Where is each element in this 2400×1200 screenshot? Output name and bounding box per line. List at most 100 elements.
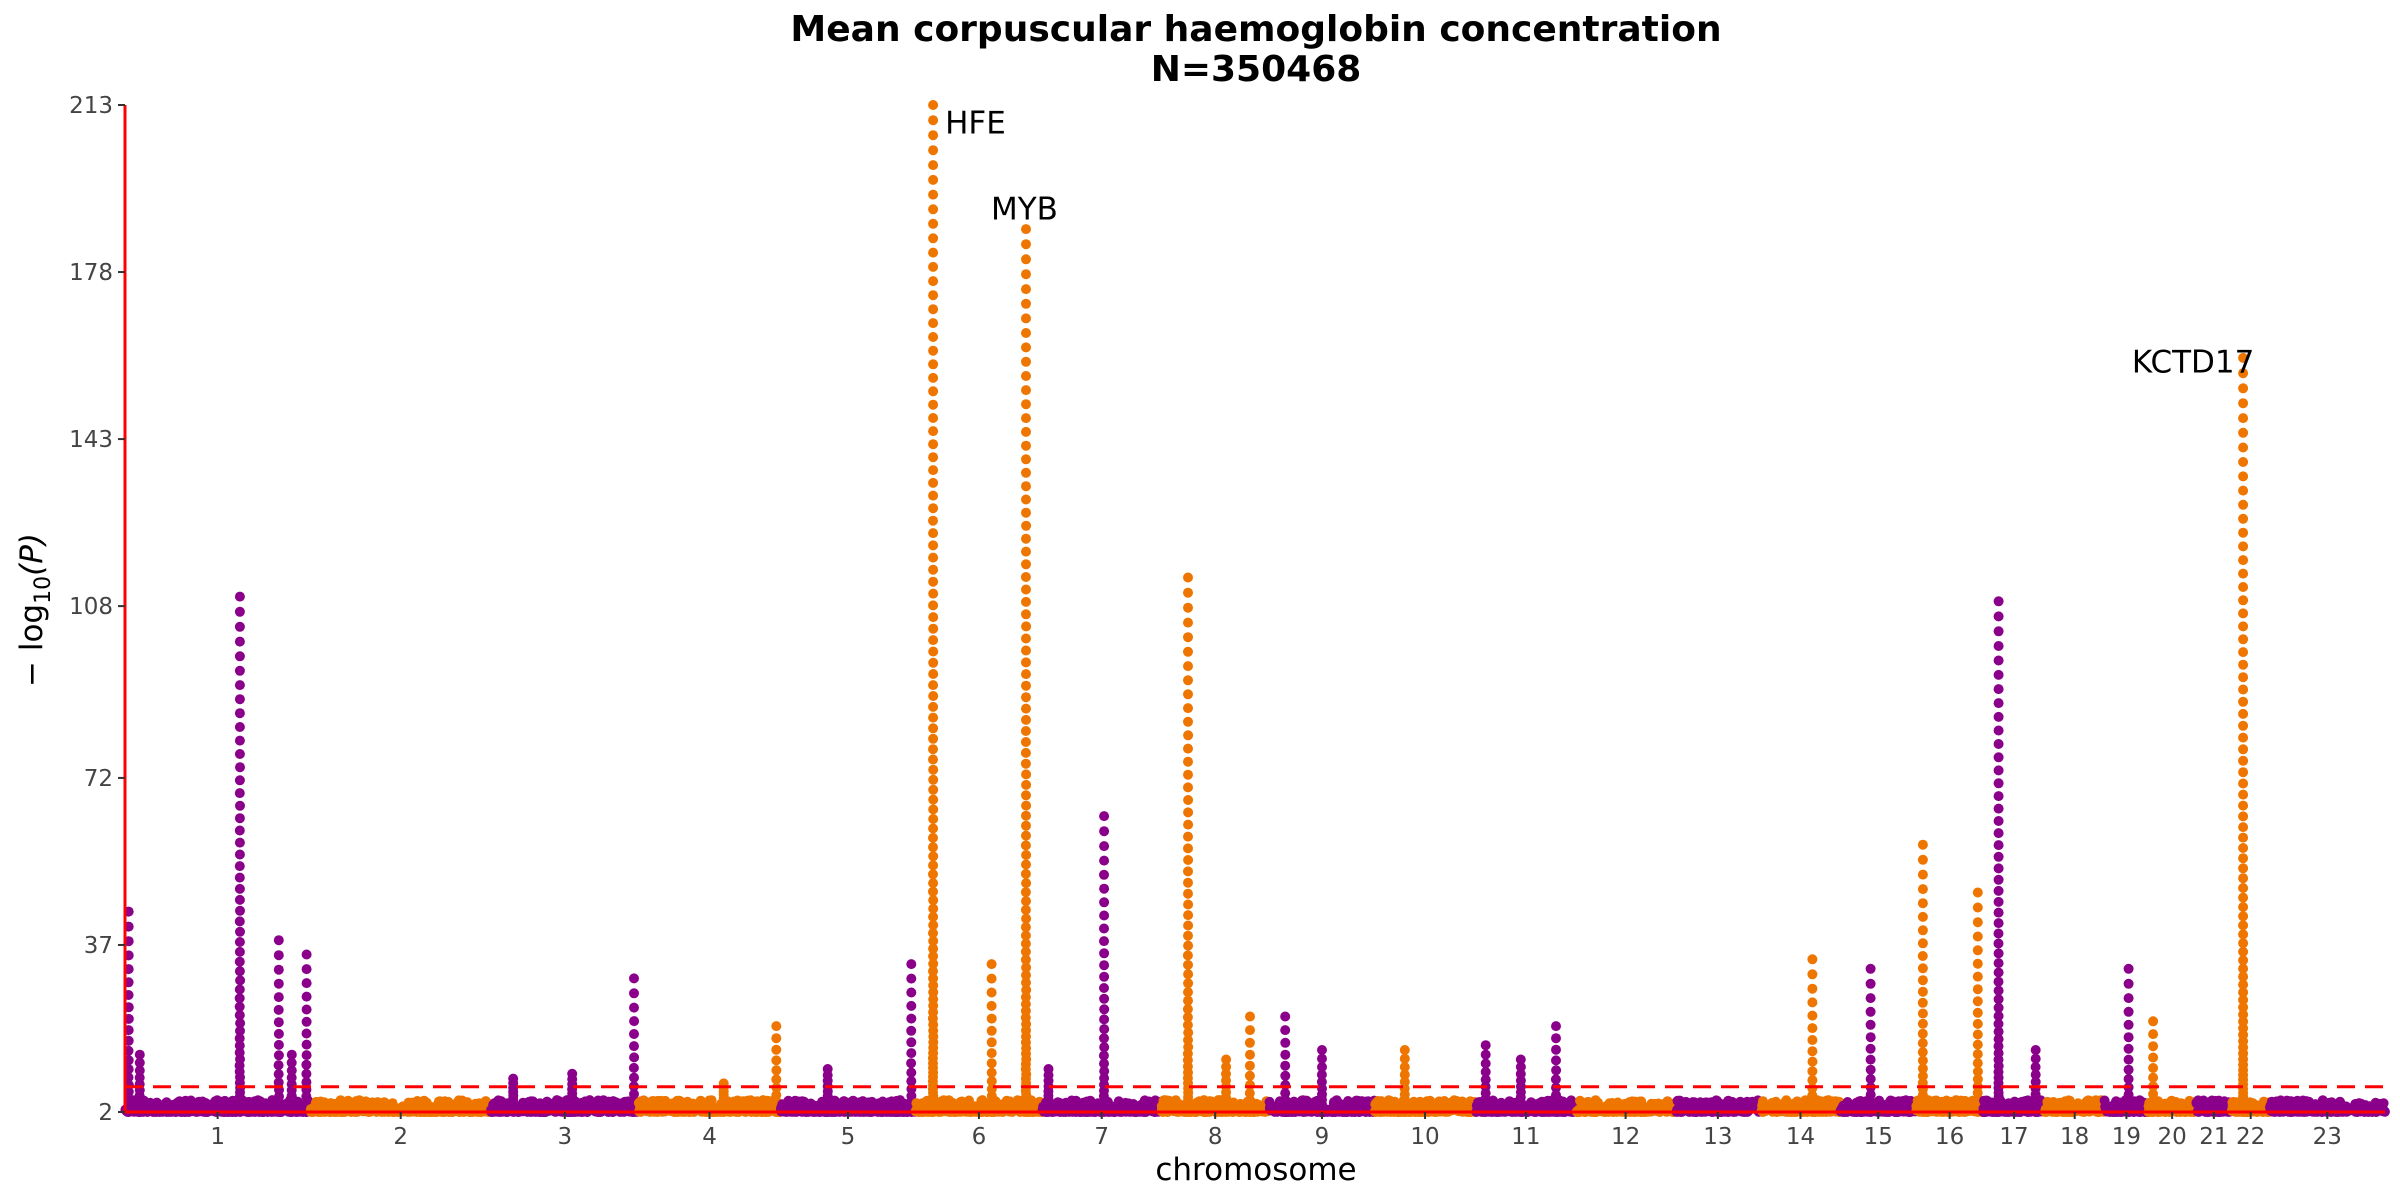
data-point [1021, 371, 1031, 381]
data-point [1993, 684, 2004, 695]
data-point [574, 1099, 585, 1110]
data-point [1021, 645, 1031, 656]
data-point [1099, 971, 1110, 982]
data-point [928, 439, 939, 450]
data-point [1551, 1090, 1561, 1100]
data-point [1972, 1039, 1983, 1050]
data-point [1021, 820, 1031, 831]
data-point [928, 399, 939, 410]
data-point [273, 992, 284, 1003]
data-point [928, 276, 939, 287]
data-point [1099, 1042, 1110, 1053]
data-point [928, 413, 939, 423]
data-point [325, 1098, 336, 1109]
data-point [1865, 1019, 1876, 1030]
data-point [286, 1065, 297, 1076]
data-point [1280, 1037, 1291, 1048]
data-point [629, 1016, 640, 1027]
chromosome-11-points [1471, 1021, 1581, 1117]
data-point [1021, 254, 1031, 265]
data-point [1480, 1074, 1491, 1085]
data-point [928, 701, 939, 712]
data-point [1021, 356, 1031, 367]
data-point [629, 988, 639, 999]
data-point [928, 860, 939, 871]
data-point [986, 1090, 997, 1101]
data-point [771, 1044, 782, 1055]
data-point [1551, 1044, 1561, 1055]
data-point [1957, 1100, 1968, 1111]
data-point [629, 1072, 639, 1083]
data-point [301, 991, 312, 1002]
data-point [234, 749, 245, 759]
data-point [1021, 342, 1031, 353]
data-point [928, 503, 939, 514]
data-point [1972, 996, 1983, 1007]
data-point [1196, 1096, 1207, 1107]
data-point [1183, 632, 1193, 643]
data-point [928, 814, 939, 824]
data-point [906, 1025, 917, 1036]
data-point [1865, 1043, 1876, 1054]
data-point [1021, 878, 1032, 889]
data-point [1183, 795, 1194, 805]
data-point [928, 600, 939, 611]
data-point [1099, 841, 1110, 852]
data-point [1245, 1011, 1255, 1022]
data-point [928, 145, 939, 156]
data-point [2123, 1054, 2134, 1065]
data-point [1264, 1096, 1275, 1107]
data-point [1021, 830, 1031, 841]
data-point [1542, 1095, 1553, 1106]
data-point [234, 1001, 245, 1012]
data-point [1099, 855, 1110, 866]
data-point [1993, 948, 2004, 959]
data-point [2123, 1006, 2134, 1017]
data-point [771, 1074, 782, 1085]
data-point [1807, 969, 1818, 980]
data-point [928, 552, 939, 563]
data-point [1917, 986, 1928, 997]
data-point [1183, 716, 1193, 727]
data-point [1183, 940, 1194, 951]
data-point [234, 735, 245, 746]
chromosome-3-points [486, 973, 642, 1117]
data-point [986, 1037, 997, 1048]
data-point [928, 804, 939, 815]
data-point [1020, 954, 1031, 965]
data-point [1993, 803, 2004, 814]
data-point [1099, 936, 1109, 947]
data-point [2123, 1043, 2134, 1054]
data-point [928, 733, 939, 744]
data-point [1993, 765, 2004, 776]
data-point [1021, 985, 1032, 995]
data-point [1021, 584, 1031, 595]
data-point [1399, 1062, 1410, 1072]
data-point [928, 832, 938, 843]
data-point [838, 1097, 849, 1108]
data-point [1099, 993, 1110, 1004]
data-point [928, 669, 939, 679]
data-point [1551, 1021, 1561, 1032]
data-point [906, 987, 917, 998]
data-point [1972, 1029, 1983, 1040]
data-point [1373, 1096, 1383, 1106]
data-point [1020, 946, 1031, 957]
data-point [1993, 918, 2004, 929]
data-point [928, 987, 939, 998]
data-point [1021, 790, 1031, 801]
data-point [1020, 726, 1031, 736]
data-point [234, 694, 245, 705]
data-point [1865, 963, 1876, 974]
data-point [1993, 958, 2004, 969]
data-point [629, 1089, 639, 1099]
data-point [273, 1028, 284, 1039]
data-point [1972, 945, 1983, 956]
data-point [1183, 1035, 1193, 1045]
data-point [1316, 1076, 1327, 1087]
data-point [928, 130, 939, 141]
data-point [1183, 831, 1193, 842]
data-point [771, 1055, 782, 1066]
data-point [1183, 1027, 1194, 1038]
data-point [1183, 1042, 1194, 1052]
